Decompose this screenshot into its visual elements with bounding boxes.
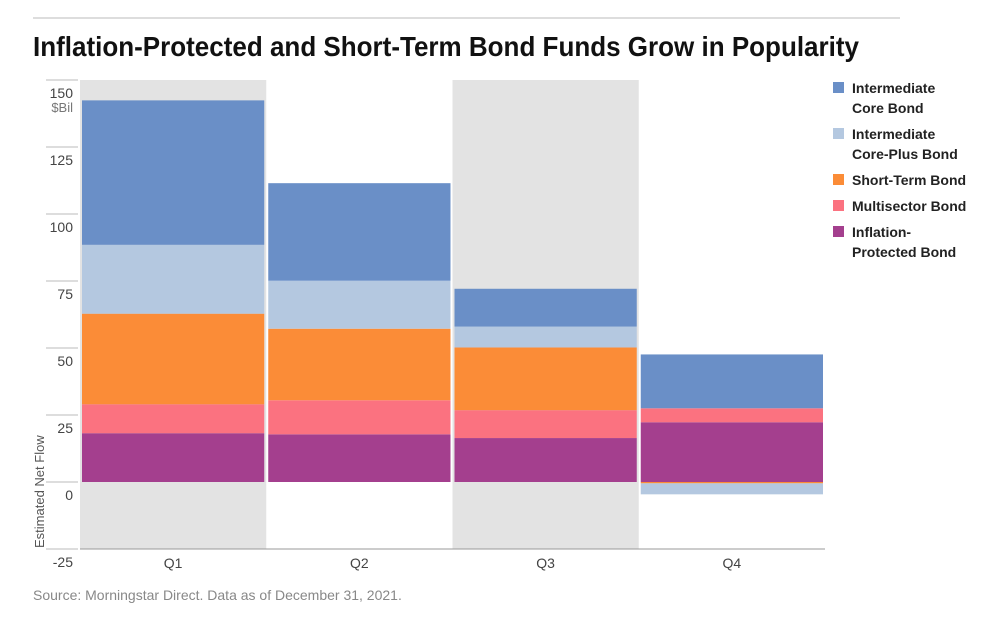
legend: Intermediate Core Bond Intermediate Core-… [833,78,973,268]
bar-segment [82,404,265,434]
unit-label: $Bil [51,100,73,115]
legend-label: Intermediate Core Bond [852,80,936,116]
legend-label: Intermediate Core-Plus Bond [852,126,958,162]
legend-item: Short-Term Bond [833,170,973,190]
y-tick-label: 0 [65,487,73,503]
bar-segment [268,183,451,281]
bar-segment [640,482,823,484]
bar-segment [454,326,637,348]
bar-segment [82,313,265,405]
bar-segment [454,288,637,327]
legend-swatch [833,226,844,237]
legend-item: Intermediate Core-Plus Bond [833,124,973,164]
legend-label: Multisector Bond [852,198,967,214]
bar-segment [268,328,451,401]
bar-segment [82,244,265,314]
bar-segment [640,408,823,423]
bar-segment [640,354,823,409]
legend-swatch [833,200,844,211]
legend-item: Inflation-Protected Bond [833,222,973,262]
legend-swatch [833,128,844,139]
y-tick-label: 125 [50,152,74,168]
legend-item: Intermediate Core Bond [833,78,973,118]
bar-segment [454,438,637,482]
x-tick-label: Q3 [536,555,555,571]
bar-segment [268,280,451,329]
x-tick-label: Q2 [350,555,369,571]
y-tick-label: 25 [57,420,73,436]
y-tick-label: 150 [50,85,74,101]
bar-segment [454,347,637,411]
bar-segment [454,410,637,439]
y-tick-label: 100 [50,219,74,235]
legend-swatch [833,82,844,93]
bar-segment [640,483,823,495]
bar-segment [82,100,265,245]
legend-swatch [833,174,844,185]
source: Source: Morningstar Direct. Data as of D… [33,587,402,603]
legend-item: Multisector Bond [833,196,973,216]
chart-title: Inflation-Protected and Short-Term Bond … [33,31,859,62]
bar-segment [640,422,823,482]
legend-label: Short-Term Bond [852,172,967,188]
y-tick-label: -25 [53,554,73,570]
y-tick-label: 75 [57,286,73,302]
bar-segment [268,434,451,482]
bar-segment [268,400,451,435]
legend-label: Inflation-Protected Bond [852,224,957,260]
y-tick-label: 50 [57,353,73,369]
bar-segment [82,433,265,482]
x-tick-label: Q4 [723,555,742,571]
y-axis-label: Estimated Net Flow [32,435,47,548]
x-tick-label: Q1 [164,555,183,571]
